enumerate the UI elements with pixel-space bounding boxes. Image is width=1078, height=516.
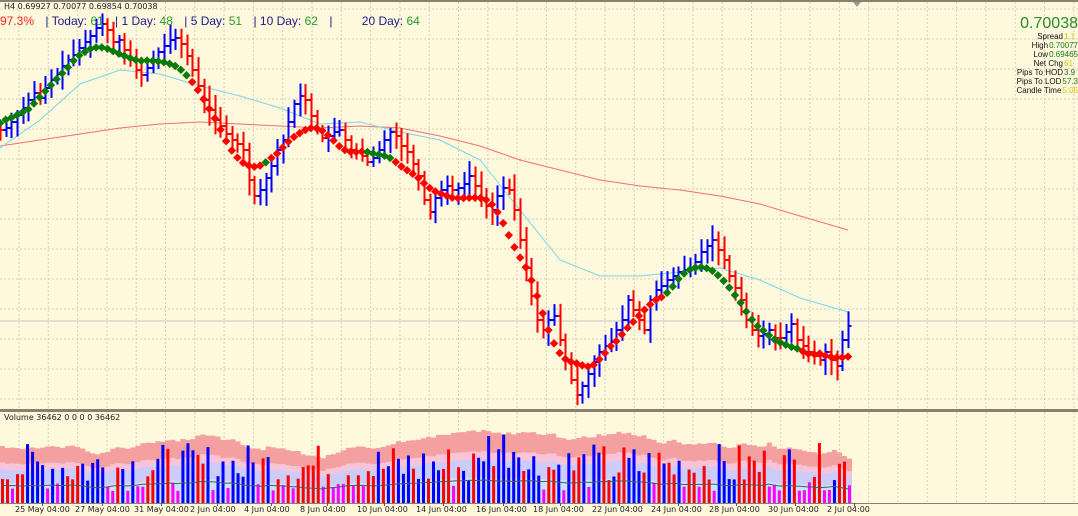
time-axis-label: 10 Jun 04:00	[357, 505, 408, 514]
time-axis-tick	[503, 503, 504, 506]
time-axis-label: 14 Jun 04:00	[416, 505, 467, 514]
twenty-day-value: 64	[406, 14, 420, 28]
twenty-day-label: 20 Day:	[361, 14, 404, 28]
trend-indicator-dots	[0, 43, 853, 371]
separator: |	[45, 14, 49, 28]
ohlc-values: 0.69927 0.70077 0.69854 0.70038	[17, 2, 158, 11]
one-day-label: 1 Day:	[121, 14, 157, 28]
time-axis-tick	[327, 503, 328, 506]
pane-separator[interactable]	[0, 409, 1078, 412]
time-axis-tick	[161, 503, 162, 506]
time-axis-label: 8 Jun 04:00	[300, 505, 346, 514]
time-axis-label: 24 Jun 04:00	[651, 505, 702, 514]
time-axis-label: 28 Jun 04:00	[709, 505, 760, 514]
chart-shift-marker-icon[interactable]	[853, 2, 861, 7]
time-axis-tick	[678, 503, 679, 506]
ohlc-bars	[0, 13, 852, 406]
current-price: 0.70038	[1020, 15, 1078, 32]
separator: |	[115, 14, 119, 28]
info-row-spread: Spread 1.1	[1037, 32, 1076, 41]
timeframe-label: H4	[4, 2, 16, 11]
info-row-pips-to-lod: Pips To LOD 57.3	[1016, 77, 1078, 86]
info-row-low: Low 0.69465	[1033, 50, 1078, 59]
info-row-high: High 0.70077	[1031, 41, 1078, 50]
range-percent: 97.3%	[0, 14, 35, 28]
time-axis-tick	[736, 503, 737, 506]
info-row-pips-to-hod: Pips To HOD 3.9	[1016, 68, 1076, 77]
time-axis-tick	[42, 503, 43, 506]
time-axis-tick	[384, 503, 385, 506]
time-axis-label: 27 May 04:00	[75, 505, 130, 514]
time-axis-tick	[854, 503, 855, 506]
slow-moving-average	[0, 121, 849, 231]
today-value: 61	[90, 14, 104, 28]
time-axis-tick	[795, 503, 796, 506]
today-label: Today:	[51, 14, 87, 28]
range-stats-bar: 97.3% | Today: 61 | 1 Day: 48 | 5 Day: 5…	[0, 14, 420, 28]
volume-histogram	[0, 429, 852, 503]
five-day-label: 5 Day:	[190, 14, 226, 28]
time-axis-label: 2 Jun 04:00	[190, 505, 236, 514]
time-axis-tick	[619, 503, 620, 506]
separator: |	[329, 14, 333, 28]
ten-day-value: 62	[304, 14, 318, 28]
time-axis-label: 31 May 04:00	[134, 505, 189, 514]
time-axis-label: 18 Jun 04:00	[533, 505, 584, 514]
time-axis-label: 25 May 04:00	[15, 505, 70, 514]
five-day-value: 51	[228, 14, 243, 28]
chart-grid	[0, 2, 1078, 503]
separator: |	[184, 14, 188, 28]
separator: |	[253, 14, 257, 28]
time-axis-label: 4 Jun 04:00	[244, 505, 290, 514]
info-row-net-change: Net Chg 61	[1033, 59, 1073, 68]
ten-day-label: 10 Day:	[259, 14, 302, 28]
time-axis-label: 22 Jun 04:00	[592, 505, 643, 514]
time-axis: 25 May 04:00 27 May 04:00 31 May 04:00 2 Ju…	[0, 503, 1078, 516]
time-axis-label: 2 Jul 04:00	[827, 505, 870, 514]
time-axis-label: 16 Jun 04:00	[476, 505, 527, 514]
ohlc-header: H4 0.69927 0.70077 0.69854 0.70038	[4, 2, 158, 11]
time-axis-tick	[271, 503, 272, 506]
one-day-value: 48	[159, 14, 173, 28]
time-axis-label: 30 Jun 04:00	[768, 505, 819, 514]
volume-indicator-label: Volume 36462 0 0 0 0 36462	[4, 413, 121, 422]
time-axis-tick	[102, 503, 103, 506]
info-row-candle-time: Candle Time 5:05	[1016, 86, 1078, 95]
price-info-panel: 0.70038 Spread 1.1 High 0.70077 Low 0.69465…	[998, 15, 1078, 96]
time-axis-tick	[217, 503, 218, 506]
time-axis-tick	[443, 503, 444, 506]
time-axis-tick	[560, 503, 561, 506]
